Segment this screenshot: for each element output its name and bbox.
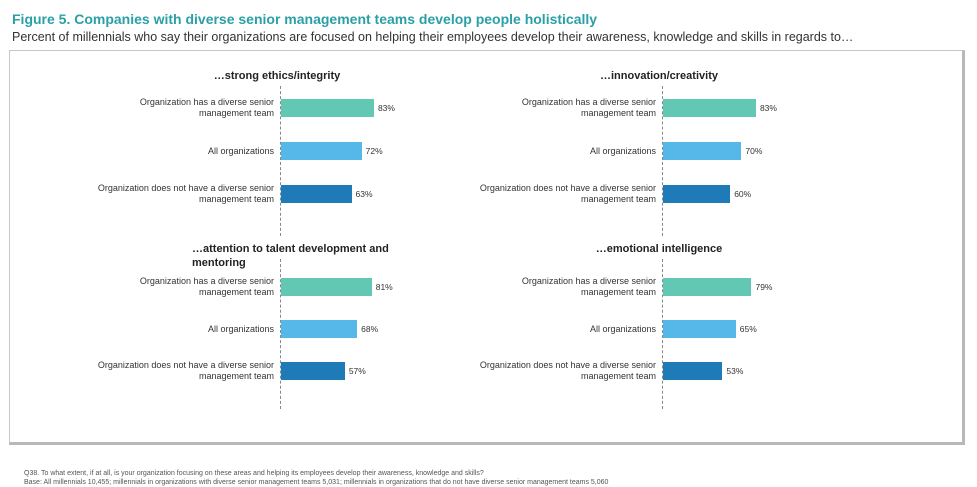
panel-talent-development: …attention to talent development and men… <box>12 242 452 412</box>
footnote-question: Q38. To what extent, if at all, is your … <box>24 470 484 477</box>
bar-value-label: 65% <box>739 324 757 334</box>
bar-value-label: 63% <box>355 189 373 199</box>
bar <box>663 278 752 296</box>
axis-line <box>280 86 281 236</box>
bar-row: All organizations 65% <box>394 314 834 344</box>
axis-line <box>662 86 663 236</box>
bar <box>663 99 756 117</box>
bar-category-label: All organizations <box>589 323 656 334</box>
bar <box>663 362 723 380</box>
bar-category-label: Organization does not have a diverse sen… <box>479 360 656 381</box>
axis-line <box>280 259 281 409</box>
bar-category-label: Organization does not have a diverse sen… <box>479 183 656 204</box>
bar-category-label: Organization has a diverse senior manage… <box>139 97 274 118</box>
bar-row: All organizations 72% <box>12 136 452 166</box>
bar-value-label: 57% <box>348 366 366 376</box>
bar-category-label: Organization does not have a diverse sen… <box>97 360 274 381</box>
bar <box>663 185 731 203</box>
panel-title: …strong ethics/integrity <box>213 70 341 82</box>
bar <box>281 320 358 338</box>
bar-category-label: Organization has a diverse senior manage… <box>139 276 274 297</box>
bar-row: Organization has a diverse senior manage… <box>12 93 452 123</box>
bar <box>281 142 362 160</box>
panel-title: …innovation/creativity <box>600 70 718 82</box>
bar-category-label: Organization does not have a diverse sen… <box>97 183 274 204</box>
bar-row: All organizations 70% <box>394 136 834 166</box>
bar-value-label: 83% <box>377 103 395 113</box>
bar-row: Organization does not have a diverse sen… <box>12 356 452 386</box>
bar <box>281 185 352 203</box>
bar-category-label: Organization has a diverse senior manage… <box>521 97 656 118</box>
bar-row: Organization has a diverse senior manage… <box>394 272 834 302</box>
bar <box>663 142 742 160</box>
chart-frame: …strong ethics/integrity Organization ha… <box>9 50 965 486</box>
bar-category-label: All organizations <box>207 323 274 334</box>
footnote: Q38. To what extent, if at all, is your … <box>24 469 608 487</box>
bar-row: Organization does not have a diverse sen… <box>12 179 452 209</box>
bar-row: Organization does not have a diverse sen… <box>394 179 834 209</box>
bar-value-label: 79% <box>755 282 773 292</box>
bar-value-label: 53% <box>726 366 744 376</box>
bar-row: Organization does not have a diverse sen… <box>394 356 834 386</box>
bar <box>281 362 345 380</box>
bar <box>663 320 736 338</box>
bar <box>281 278 372 296</box>
panel-ethics: …strong ethics/integrity Organization ha… <box>12 69 452 239</box>
bar-value-label: 68% <box>361 324 379 334</box>
bar <box>281 99 374 117</box>
figure-title: Figure 5. Companies with diverse senior … <box>12 11 598 27</box>
panel-innovation: …innovation/creativity Organization has … <box>394 69 834 239</box>
footnote-base: Base: All millennials 10,455; millennial… <box>24 479 609 486</box>
bar-value-label: 83% <box>759 103 777 113</box>
panel-title: …emotional intelligence <box>595 243 723 255</box>
bar-value-label: 70% <box>745 146 763 156</box>
bar-category-label: All organizations <box>207 145 274 156</box>
axis-line <box>662 259 663 409</box>
panel-emotional-intelligence: …emotional intelligence Organization has… <box>394 242 834 412</box>
bar-value-label: 81% <box>375 282 393 292</box>
bar-row: Organization has a diverse senior manage… <box>12 272 452 302</box>
bar-row: All organizations 68% <box>12 314 452 344</box>
bar-value-label: 72% <box>365 146 383 156</box>
panel-title: …attention to talent development and men… <box>192 243 389 269</box>
bar-category-label: Organization has a diverse senior manage… <box>521 276 656 297</box>
bar-row: Organization has a diverse senior manage… <box>394 93 834 123</box>
figure-subtitle: Percent of millennials who say their org… <box>12 30 854 44</box>
bar-category-label: All organizations <box>589 145 656 156</box>
bar-value-label: 60% <box>734 189 752 199</box>
